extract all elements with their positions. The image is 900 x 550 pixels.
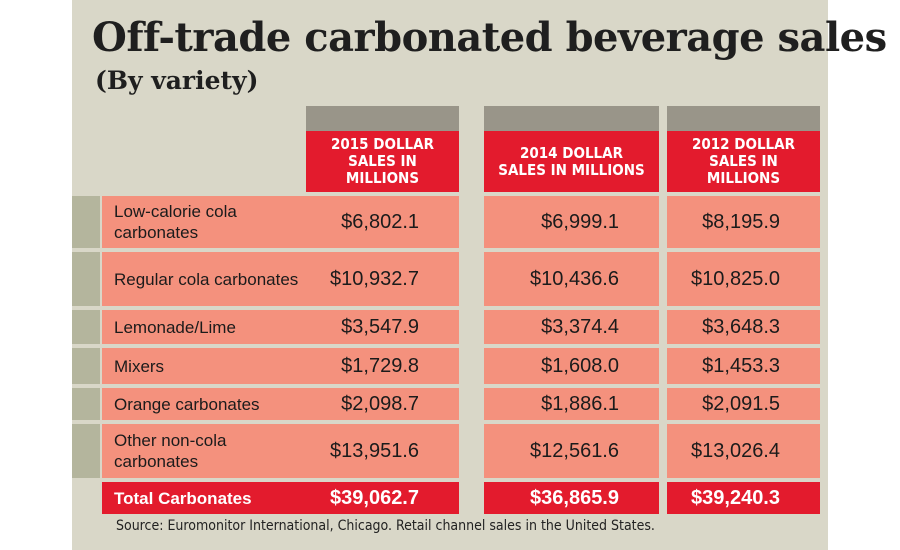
total-cell: $36,865.9 (484, 482, 659, 514)
table-cell: $8,195.9 (667, 196, 820, 248)
column-header-2014: 2014 DOLLAR SALES IN MILLIONS (484, 131, 659, 192)
table-cell: $13,951.6 (306, 424, 459, 478)
total-row-label: Total Carbonates (102, 482, 306, 514)
table-cell: $2,098.7 (306, 388, 459, 420)
row-tab (72, 388, 100, 420)
table-cell: $3,547.9 (306, 310, 459, 344)
total-cell: $39,062.7 (306, 482, 459, 514)
table-cell: $6,999.1 (484, 196, 659, 248)
row-tab (72, 310, 100, 344)
row-label: Other non-cola carbonates (102, 424, 306, 478)
table-cell: $13,026.4 (667, 424, 820, 478)
table-cell: $10,932.7 (306, 252, 459, 306)
row-tab (72, 424, 100, 478)
table-cell: $2,091.5 (667, 388, 820, 420)
table-cell: $6,802.1 (306, 196, 459, 248)
table-cell: $10,436.6 (484, 252, 659, 306)
source-note: Source: Euromonitor International, Chica… (116, 518, 655, 534)
row-tab (72, 252, 100, 306)
table-cell: $1,453.3 (667, 348, 820, 384)
row-label: Mixers (102, 348, 306, 384)
column-header-cap (306, 106, 459, 131)
table-cell: $3,374.4 (484, 310, 659, 344)
table-cell: $1,886.1 (484, 388, 659, 420)
column-header-cap (484, 106, 659, 131)
row-label: Low-calorie cola carbonates (102, 196, 306, 248)
chart-title: Off-trade carbonated beverage sales (92, 14, 887, 61)
total-cell: $39,240.3 (667, 482, 820, 514)
table-cell: $10,825.0 (667, 252, 820, 306)
row-tab (72, 196, 100, 248)
row-label: Lemonade/Lime (102, 310, 306, 344)
table-cell: $3,648.3 (667, 310, 820, 344)
chart-subtitle: (By variety) (95, 66, 259, 95)
row-tab (72, 348, 100, 384)
column-header-2015: 2015 DOLLAR SALES IN MILLIONS (306, 131, 459, 192)
row-label: Regular cola carbonates (102, 252, 306, 306)
row-label: Orange carbonates (102, 388, 306, 420)
table-cell: $1,729.8 (306, 348, 459, 384)
column-header-2012: 2012 DOLLAR SALES IN MILLIONS (667, 131, 820, 192)
table-cell: $12,561.6 (484, 424, 659, 478)
table-cell: $1,608.0 (484, 348, 659, 384)
column-header-cap (667, 106, 820, 131)
